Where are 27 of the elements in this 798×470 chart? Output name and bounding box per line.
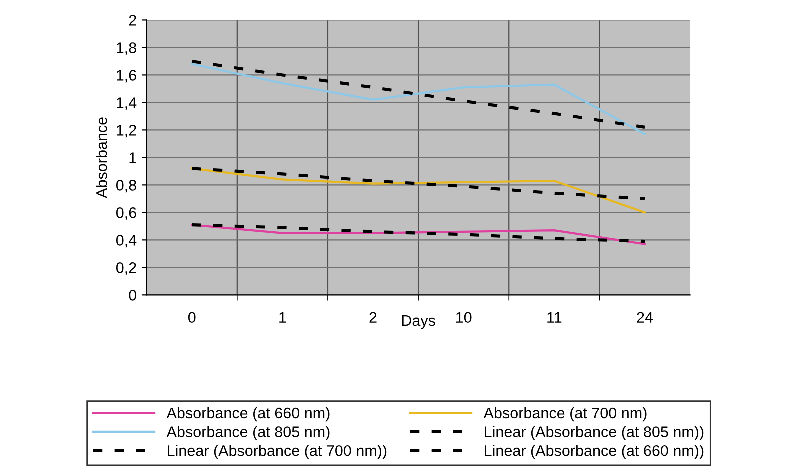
legend-label: Absorbance (at 805 nm) — [166, 426, 330, 440]
x-tick-label: 24 — [637, 312, 654, 323]
x-tick-label: 1 — [280, 312, 286, 323]
legend-label: Linear (Absorbance (at 700 nm)) — [168, 445, 387, 460]
x-tick-label: 0 — [188, 312, 196, 324]
y-tick-label: 0,6 — [116, 208, 136, 220]
legend-label: Absorbance (at 700 nm) — [484, 407, 647, 422]
y-tick-label: 1 — [130, 152, 136, 164]
y-tick-label: 2 — [129, 15, 136, 26]
line-series — [190, 167, 647, 200]
legend-label: Absorbance (at 660 nm) — [166, 407, 330, 422]
x-tick-label: 2 — [370, 312, 377, 323]
y-tick-label: 0,8 — [116, 180, 136, 193]
y-tick-label: 1,6 — [117, 70, 136, 83]
legend-label: Linear (Absorbance (at 660 nm)) — [485, 445, 704, 460]
legend-label: Linear (Absorbance (at 805 nm)) — [485, 426, 704, 440]
x-tick-label: 11 — [548, 312, 562, 323]
y-tick-label: 1,4 — [117, 98, 137, 110]
x-tick-label: 10 — [456, 312, 472, 324]
y-tick-label: 1,8 — [117, 42, 136, 56]
y-tick-label: 1,2 — [117, 125, 136, 138]
y-tick-label: 0,4 — [116, 235, 137, 248]
y-axis-title: Absorbance — [96, 118, 108, 198]
y-tick-label: 0 — [129, 290, 137, 301]
x-axis-title: Days — [402, 316, 436, 330]
line-series — [191, 168, 646, 214]
y-tick-label: 0,2 — [116, 262, 136, 276]
